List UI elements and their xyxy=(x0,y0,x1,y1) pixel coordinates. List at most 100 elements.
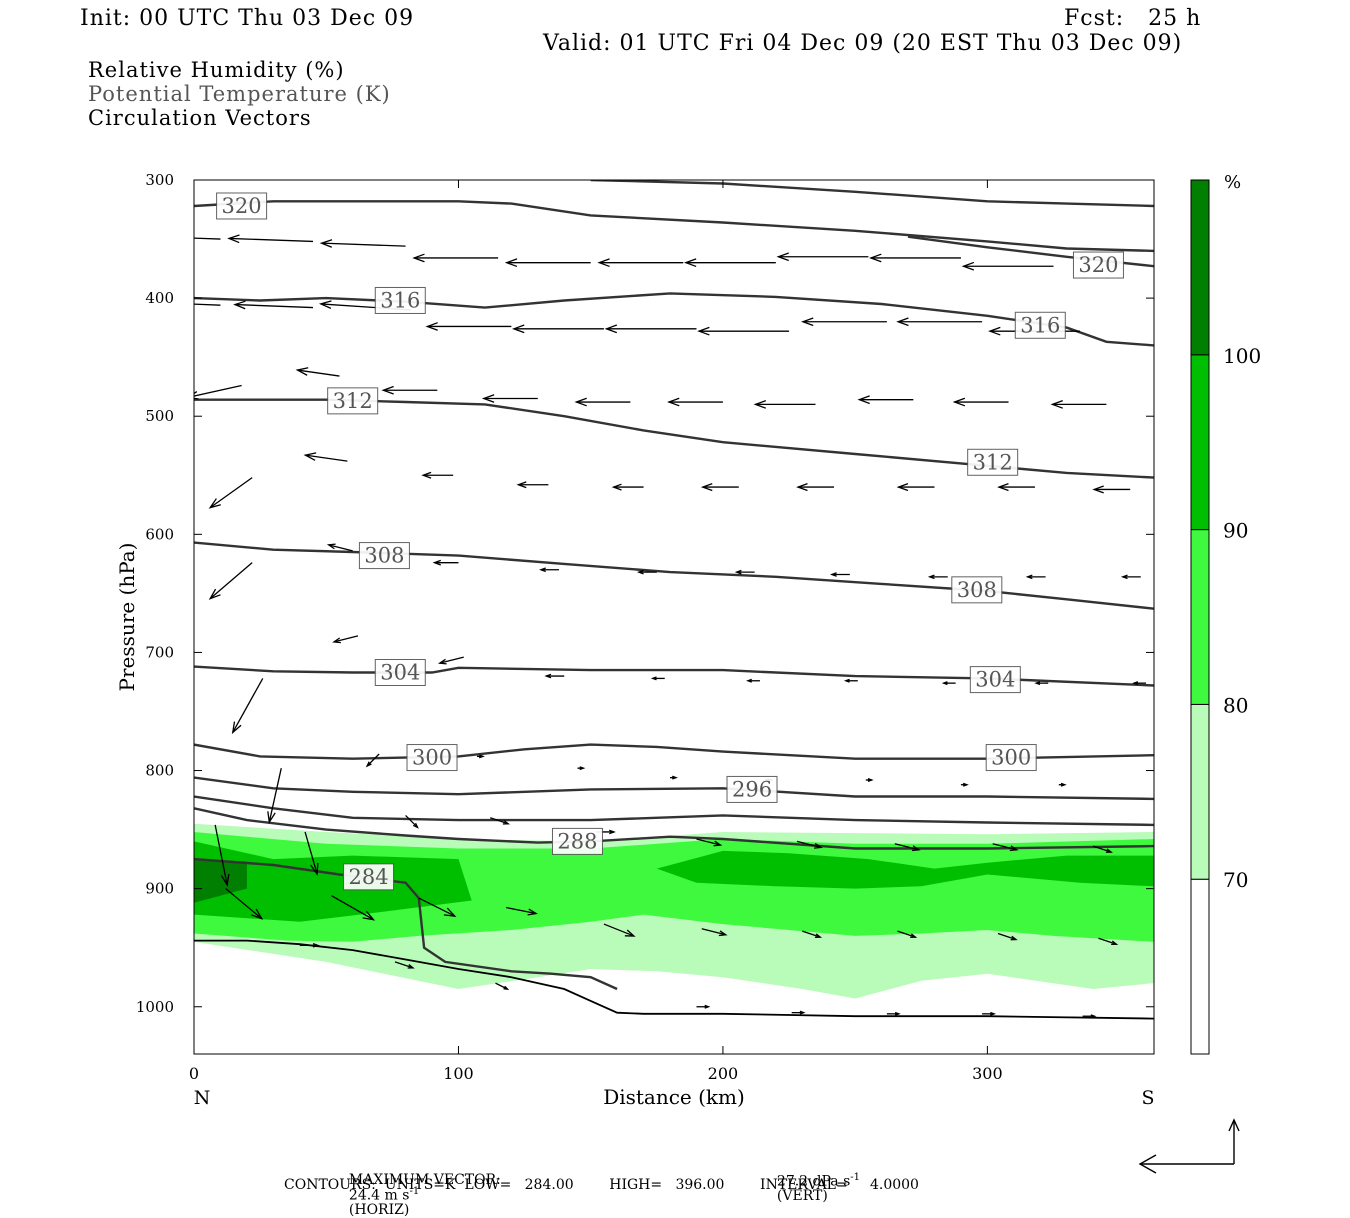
circulation-vector xyxy=(611,483,644,491)
vector-head xyxy=(961,261,975,271)
vector-head xyxy=(318,300,332,309)
circulation-vector xyxy=(776,252,869,262)
vector-head xyxy=(1132,681,1139,686)
x-end-label-south: S xyxy=(1141,1087,1154,1109)
circulation-vector xyxy=(476,754,485,759)
vector-shaft xyxy=(305,454,348,462)
vector-head xyxy=(713,840,723,847)
circulation-vector xyxy=(577,766,586,771)
vector-shaft xyxy=(701,928,726,936)
contour-label-box xyxy=(985,744,1037,772)
circulation-vector xyxy=(295,367,340,377)
vector-head xyxy=(624,929,636,937)
circulation-vector xyxy=(481,394,538,403)
vector-shaft xyxy=(366,753,380,767)
contour-label-box xyxy=(951,576,1003,604)
contour-label-box xyxy=(358,542,410,570)
contour-label-box xyxy=(1072,251,1124,279)
vector-head xyxy=(799,1010,806,1015)
contour-labels: 320 320 316 316 312 312 308 308 304 304 300 300 296 2… xyxy=(216,192,1124,891)
axes: 300 400 500 600 700 800 900 1000 0 100 200 300 xyxy=(136,171,1154,1083)
vector-head xyxy=(990,1011,996,1016)
circulation-vector xyxy=(412,253,499,263)
vector-head xyxy=(481,394,495,403)
vector-shaft xyxy=(225,888,263,920)
contour-label-320: 320 xyxy=(1072,251,1124,279)
circulation-vector xyxy=(231,678,264,735)
vector-head xyxy=(407,964,415,969)
vector-shaft xyxy=(194,384,242,397)
circulation-vector xyxy=(667,397,723,407)
circulation-vector xyxy=(421,471,454,479)
vector-head xyxy=(1025,574,1033,580)
vector-shaft xyxy=(1092,845,1112,853)
contour-label-box xyxy=(216,192,268,220)
vector-shaft xyxy=(321,242,406,247)
circulation-vector xyxy=(267,768,282,825)
vector-head xyxy=(503,985,510,990)
vector-shaft xyxy=(405,814,419,828)
vector-shaft xyxy=(328,544,353,552)
circulation-vector xyxy=(700,483,739,492)
colorbar-band xyxy=(1190,529,1210,705)
circulation-vector xyxy=(574,397,631,407)
vector-shaft xyxy=(505,906,537,915)
vector-head xyxy=(310,862,319,876)
vector-head xyxy=(136,233,146,241)
vector-head xyxy=(667,397,680,407)
circulation-vector xyxy=(802,930,823,938)
vector-head xyxy=(1009,845,1019,852)
max-vector-label: MAXIMUM VECTOR: xyxy=(348,1172,501,1188)
vector-head xyxy=(579,766,586,771)
circulation-vector xyxy=(927,574,948,580)
contour-label-text: 288 xyxy=(557,829,597,853)
circulation-vector xyxy=(829,572,850,577)
vector-head xyxy=(312,943,320,948)
circulation-vector xyxy=(1092,845,1113,853)
y-tick-label: 800 xyxy=(145,762,174,780)
vector-head xyxy=(857,395,870,405)
vertical-unit-exponent: -1 xyxy=(850,1172,861,1183)
vector-head xyxy=(1060,782,1067,787)
vector-head xyxy=(421,471,432,479)
circulation-vector xyxy=(544,673,565,679)
vector-head xyxy=(365,761,372,768)
contour-label-text: 308 xyxy=(364,544,404,568)
contour-label-312: 312 xyxy=(967,448,1019,476)
circulation-vector xyxy=(505,906,538,916)
circulation-vector xyxy=(225,888,264,920)
legend-relative-humidity: Relative Humidity (%) xyxy=(88,58,345,82)
vector-head xyxy=(1092,485,1104,494)
vector-head xyxy=(843,678,850,683)
contour-label-text: 320 xyxy=(1078,253,1118,277)
circulation-vector xyxy=(1120,574,1141,580)
vector-shaft xyxy=(802,930,821,938)
circulation-vector xyxy=(843,678,858,683)
colorbar-level-label: 100 xyxy=(1223,344,1261,368)
circulation-vector xyxy=(865,778,874,782)
x-axis-label: Distance (km) xyxy=(603,1085,745,1109)
vertical-unit-tail: (VERT) xyxy=(776,1187,828,1204)
vector-shaft xyxy=(992,843,1017,851)
vector-head xyxy=(896,317,909,327)
circulation-vector xyxy=(960,782,969,787)
theta-contour-308 xyxy=(194,541,1154,610)
max-vector-vertical-value: 27.2 dPa s xyxy=(776,1173,851,1190)
contour-label-text: 320 xyxy=(222,194,262,218)
circulation-vector xyxy=(512,324,604,334)
contour-label-text: 312 xyxy=(333,389,373,413)
circulation-vector xyxy=(432,559,459,566)
vector-head xyxy=(208,588,221,600)
circulation-vector xyxy=(894,843,921,852)
vector-head xyxy=(1105,848,1113,853)
colorbar-level-label: 80 xyxy=(1223,693,1248,717)
circulation-vector xyxy=(982,1011,996,1016)
contour-label-304: 304 xyxy=(969,666,1021,694)
vector-head xyxy=(539,567,546,573)
terrain-line xyxy=(194,939,1155,1020)
vector-shaft xyxy=(696,838,721,846)
vector-shaft xyxy=(209,477,253,509)
x-tick-label: 0 xyxy=(189,1064,199,1083)
vector-head xyxy=(425,322,438,331)
contour-label-box xyxy=(406,744,458,772)
